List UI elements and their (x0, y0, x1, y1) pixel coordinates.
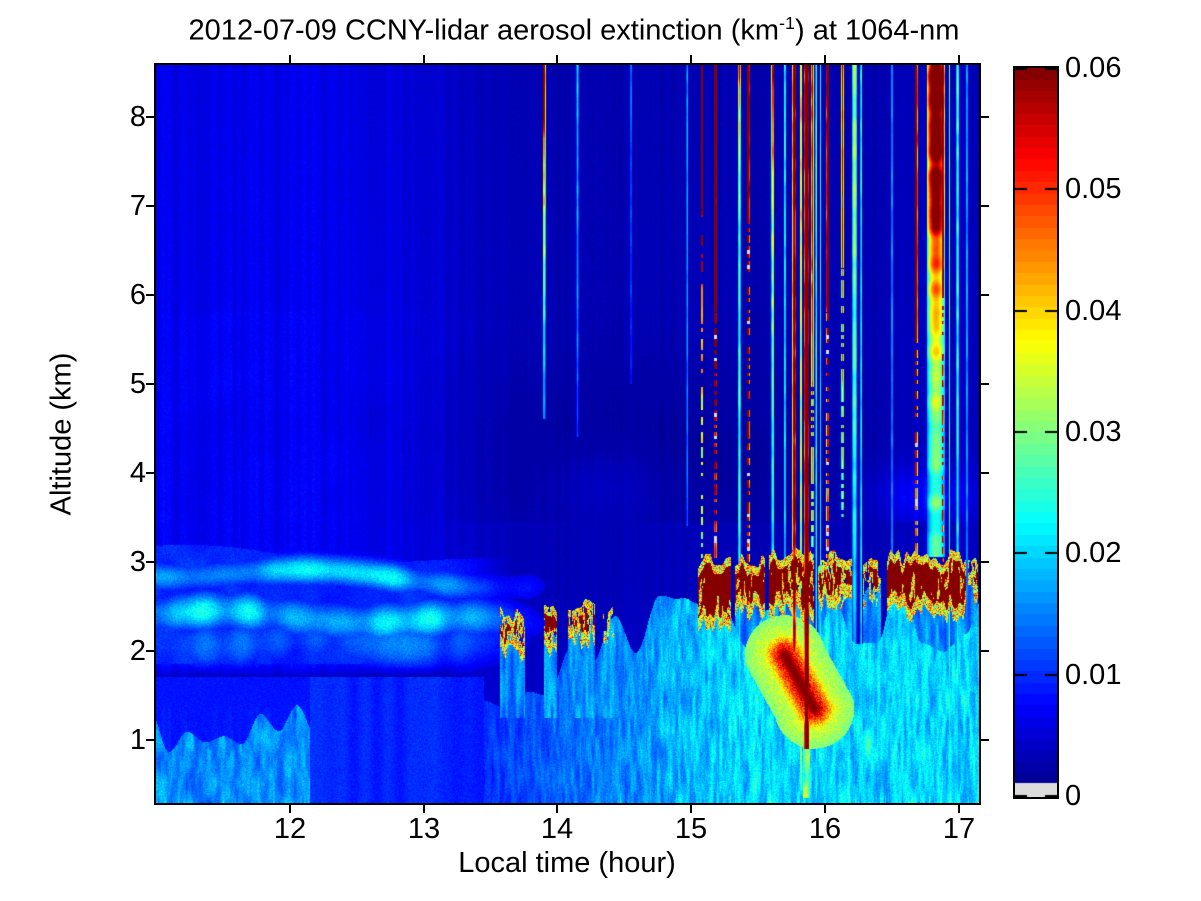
colorbar-tick-label: 0.04 (1065, 295, 1122, 327)
y-tick-right (981, 383, 989, 385)
y-tick-label: 4 (129, 457, 146, 489)
y-tick-right (981, 739, 989, 741)
x-tick-top (556, 55, 558, 63)
y-tick (146, 205, 154, 207)
y-tick (146, 116, 154, 118)
colorbar-tick-label: 0.05 (1065, 173, 1122, 205)
y-tick-label: 3 (129, 546, 146, 578)
y-tick-right (981, 472, 989, 474)
chart-title-post: ) at 1064-nm (795, 14, 960, 47)
x-axis-label: Local time (hour) (458, 847, 676, 879)
chart-title: 2012-07-09 CCNY-lidar aerosol extinction… (189, 13, 960, 48)
x-tick-label: 15 (674, 813, 708, 845)
colorbar-tick-label: 0.03 (1065, 416, 1122, 448)
y-tick-label: 1 (129, 724, 146, 756)
colorbar-tick-label: 0.02 (1065, 537, 1122, 569)
y-tick (146, 561, 154, 563)
x-tick (690, 805, 692, 813)
y-axis-label: Altitude (km) (45, 352, 78, 516)
x-tick (556, 805, 558, 813)
x-tick-top (958, 55, 960, 63)
y-tick-label: 5 (129, 368, 146, 400)
colorbar-tick-label: 0.06 (1065, 52, 1122, 84)
y-tick (146, 650, 154, 652)
colorbar-canvas (1015, 68, 1057, 797)
colorbar-tick-label: 0 (1065, 780, 1082, 812)
heatmap-canvas (156, 65, 979, 803)
x-tick-top (289, 55, 291, 63)
y-tick-right (981, 205, 989, 207)
x-tick-label: 13 (407, 813, 441, 845)
x-tick-top (423, 55, 425, 63)
y-tick-right (981, 116, 989, 118)
y-tick (146, 383, 154, 385)
y-tick-right (981, 294, 989, 296)
x-tick-label: 16 (808, 813, 842, 845)
x-tick-label: 12 (273, 813, 307, 845)
chart-title-sup: -1 (779, 13, 796, 33)
y-tick (146, 472, 154, 474)
colorbar-frame (1013, 66, 1059, 799)
x-tick-label: 14 (540, 813, 574, 845)
x-tick-top (690, 55, 692, 63)
y-tick-label: 2 (129, 635, 146, 667)
y-tick-right (981, 650, 989, 652)
x-tick (423, 805, 425, 813)
y-tick (146, 294, 154, 296)
y-tick-label: 6 (129, 279, 146, 311)
x-tick (289, 805, 291, 813)
x-tick (958, 805, 960, 813)
plot-frame (154, 63, 981, 805)
y-tick-label: 7 (129, 190, 146, 222)
x-tick-top (824, 55, 826, 63)
x-tick (824, 805, 826, 813)
y-tick-label: 8 (129, 101, 146, 133)
chart-title-pre: 2012-07-09 CCNY-lidar aerosol extinction… (188, 14, 780, 47)
y-tick-right (981, 561, 989, 563)
x-tick-label: 17 (942, 813, 976, 845)
colorbar-tick-label: 0.01 (1065, 659, 1122, 691)
y-tick (146, 739, 154, 741)
